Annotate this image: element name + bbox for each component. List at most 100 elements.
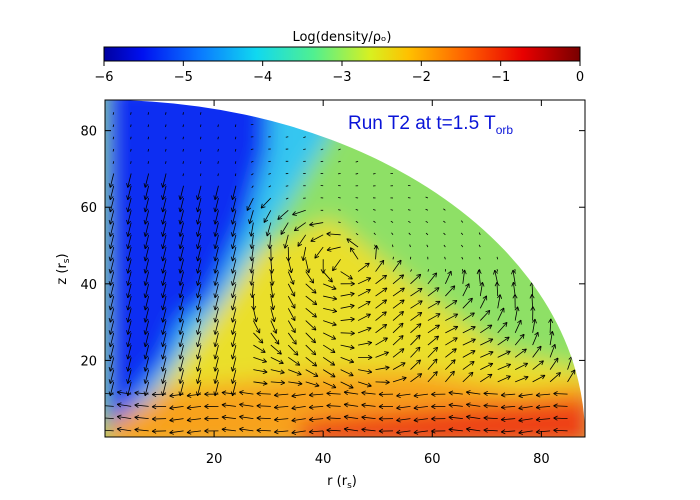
velocity-arrow xyxy=(305,357,317,367)
velocity-arrow xyxy=(314,246,324,259)
velocity-arrow xyxy=(214,185,219,200)
arrow-head xyxy=(417,311,422,314)
velocity-arrow xyxy=(305,271,314,284)
arrow-head xyxy=(161,268,163,274)
velocity-arrow xyxy=(270,356,284,364)
arrow-head xyxy=(108,183,111,188)
arrow-head xyxy=(274,404,279,408)
velocity-arrow xyxy=(373,232,376,236)
arrow-head xyxy=(453,359,456,365)
colorbar-tick-label: −6 xyxy=(94,70,113,85)
arrow-head xyxy=(144,183,149,188)
velocity-arrow xyxy=(232,283,237,298)
arrow-head xyxy=(213,354,216,360)
arrow-head xyxy=(419,373,423,378)
arrow-head xyxy=(472,326,476,331)
arrow-head xyxy=(415,334,421,337)
velocity-arrow xyxy=(147,124,150,128)
velocity-arrow xyxy=(253,356,267,363)
arrow-head xyxy=(288,256,291,262)
arrow-head xyxy=(100,405,104,407)
arrow-head xyxy=(162,269,166,274)
arrow-head xyxy=(161,183,163,188)
arrow-head xyxy=(230,293,233,298)
velocity-arrow xyxy=(410,274,422,285)
arrow-head xyxy=(274,431,279,435)
velocity-arrow xyxy=(270,381,285,384)
velocity-arrow xyxy=(144,210,150,225)
velocity-arrow xyxy=(344,391,359,395)
arrow-head xyxy=(274,392,279,396)
velocity-arrow xyxy=(322,344,336,353)
arrow-head xyxy=(553,403,558,407)
velocity-arrow xyxy=(531,282,534,297)
x-tick-label: 80 xyxy=(533,452,550,467)
x-axis-ticks: 20 40 60 80 xyxy=(206,100,550,467)
arrow-head xyxy=(413,432,419,435)
arrow-head xyxy=(179,306,184,311)
arrow-head xyxy=(553,427,558,431)
velocity-arrow xyxy=(392,299,405,309)
velocity-arrow xyxy=(340,293,355,297)
velocity-arrow xyxy=(374,244,376,248)
arrow-head xyxy=(169,429,174,434)
arrow-head xyxy=(541,360,544,366)
arrow-head xyxy=(143,317,146,323)
arrow-head xyxy=(214,245,219,250)
velocity-arrow xyxy=(134,429,149,432)
arrow-head xyxy=(291,417,296,422)
velocity-arrow xyxy=(340,344,355,349)
arrow-head xyxy=(126,293,129,298)
arrow-head xyxy=(313,338,316,343)
velocity-arrow xyxy=(234,136,237,140)
velocity-arrow xyxy=(130,148,132,152)
velocity-arrow xyxy=(291,418,306,422)
arrow-head xyxy=(126,207,129,213)
velocity-arrow xyxy=(553,393,568,395)
velocity-arrow xyxy=(532,374,546,383)
velocity-arrow xyxy=(165,136,167,140)
colorbar-tick-label: −4 xyxy=(253,70,272,85)
velocity-arrow xyxy=(479,310,491,321)
arrow-head xyxy=(126,244,129,249)
velocity-arrow xyxy=(373,220,376,223)
velocity-arrow xyxy=(214,210,219,225)
arrow-head xyxy=(239,402,244,405)
velocity-arrow xyxy=(199,161,202,164)
arrow-head xyxy=(432,272,437,276)
velocity-arrow xyxy=(270,369,285,374)
velocity-arrow xyxy=(199,148,202,152)
arrow-head xyxy=(361,392,366,396)
velocity-arrow xyxy=(361,404,376,407)
arrow-head xyxy=(536,345,542,349)
arrow-head xyxy=(311,291,317,294)
arrow-head xyxy=(213,268,216,274)
velocity-arrow xyxy=(179,185,184,200)
arrow-head xyxy=(507,351,511,356)
arrow-head xyxy=(274,417,279,421)
arrow-head xyxy=(143,183,146,188)
x-axis-label: r (rs) xyxy=(327,474,357,491)
arrow-head xyxy=(413,407,419,411)
arrow-head xyxy=(378,416,384,420)
arrow-head xyxy=(256,391,262,394)
velocity-arrow xyxy=(117,403,132,407)
velocity-arrow xyxy=(214,259,219,274)
velocity-arrow xyxy=(217,124,219,128)
velocity-arrow xyxy=(392,362,406,370)
arrow-head xyxy=(332,298,337,301)
arrow-head xyxy=(162,306,166,311)
arrow-head xyxy=(144,380,149,384)
arrow-head xyxy=(350,330,355,334)
arrow-head xyxy=(518,432,523,435)
arrow-head xyxy=(230,268,233,274)
velocity-arrow xyxy=(410,359,421,370)
arrow-head xyxy=(144,318,149,323)
arrow-head xyxy=(343,391,348,396)
arrow-head xyxy=(179,392,184,397)
velocity-arrow xyxy=(179,369,184,384)
velocity-arrow xyxy=(165,161,167,164)
arrow-head xyxy=(161,281,163,286)
velocity-arrow xyxy=(479,269,481,272)
arrow-head xyxy=(489,338,494,343)
